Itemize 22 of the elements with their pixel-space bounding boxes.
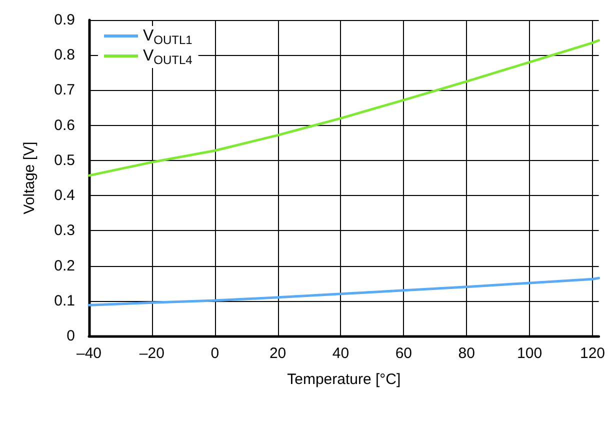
y-tick-label: 0.3	[54, 222, 75, 240]
y-tick-label: 0.5	[54, 152, 75, 169]
y-axis-title: Voltage [V]	[21, 142, 38, 214]
y-tick-label: 0.9	[54, 12, 75, 28]
y-tick-label: 0.6	[54, 116, 75, 134]
x-tick-label: 60	[395, 345, 412, 362]
x-tick-label: 0	[210, 345, 220, 362]
y-tick-label: 0.4	[54, 187, 75, 204]
y-tick-label: 0	[66, 328, 75, 344]
x-tick-label: 40	[332, 345, 350, 362]
y-tick-label: 0.7	[54, 82, 75, 99]
x-tick-label: –20	[139, 345, 164, 362]
x-tick-label: –40	[76, 345, 102, 362]
x-tick-label: 20	[269, 345, 286, 362]
x-tick-label: 100	[517, 345, 542, 362]
x-axis-title: Temperature [°C]	[287, 371, 401, 388]
line-series	[88, 276, 600, 306]
x-tick-label: 120	[580, 345, 605, 362]
y-tick-label: 0.2	[54, 257, 75, 274]
x-tick-label: 80	[458, 345, 475, 362]
y-tick-label: 0.1	[54, 292, 75, 310]
y-tick-label: 0.8	[54, 46, 75, 64]
